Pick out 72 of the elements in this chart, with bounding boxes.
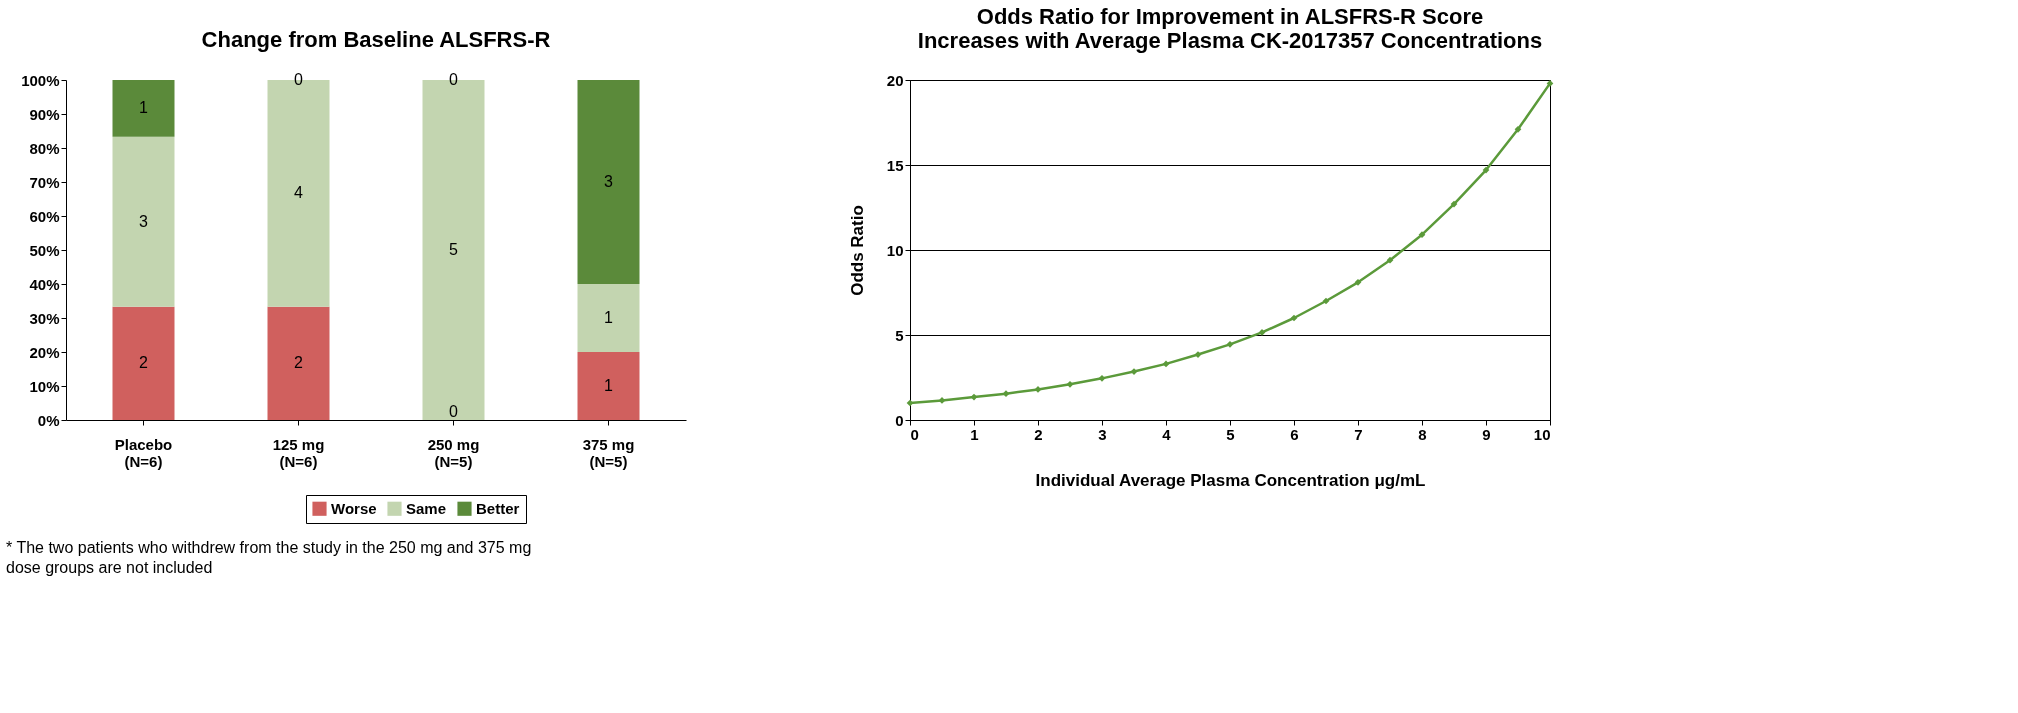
y-axis-title: Odds Ratio — [847, 205, 867, 296]
y-tick-label: 20% — [29, 343, 60, 361]
bar — [112, 136, 175, 307]
text: * The two patients who withdrew from the study in the 250 mg and 375 mg dose groups are not included — [6, 539, 532, 576]
x-tick-label: 0 — [910, 425, 919, 443]
point — [1482, 166, 1490, 174]
y-tick-label: 0 — [895, 411, 904, 429]
x-tick-label: 8 — [1418, 425, 1427, 443]
x-tick-label: 7 — [1354, 425, 1363, 443]
point — [1098, 375, 1106, 382]
y-tick-label: 10 — [886, 241, 904, 259]
y-tick-label: 0% — [37, 411, 60, 429]
x-tick-label: 3 — [1098, 425, 1107, 443]
y-tick-label: 10% — [29, 377, 60, 395]
point — [1290, 314, 1298, 322]
annotation: 1 — [604, 377, 614, 394]
annotation: 0 — [449, 403, 459, 420]
y-tick-label: 60% — [29, 207, 60, 225]
annotation: 0 — [294, 71, 304, 88]
x-tick-label: 9 — [1482, 425, 1491, 443]
x-tick-label: 375 mg (N=5) — [582, 435, 635, 470]
x-tick-label: 10 — [1533, 425, 1551, 443]
annotation: 0 — [449, 71, 459, 88]
y-tick-label: 30% — [29, 309, 60, 327]
point — [1450, 200, 1458, 208]
x-tick-label: 1 — [970, 425, 979, 443]
annotation: 1 — [139, 99, 149, 117]
point — [1386, 256, 1394, 264]
x-tick-label: Placebo (N=6) — [114, 435, 173, 470]
annotation: 3 — [139, 212, 149, 230]
legend-label: Same — [406, 499, 447, 517]
point — [970, 393, 978, 401]
point — [906, 399, 914, 407]
x-tick-label: 4 — [1162, 425, 1172, 443]
point — [1066, 380, 1074, 388]
point — [1322, 297, 1330, 305]
x-tick-label: 125 mg (N=6) — [272, 435, 325, 470]
y-tick-label: 50% — [29, 241, 60, 259]
annotation: 3 — [604, 173, 614, 190]
x-tick-label: 5 — [1226, 425, 1235, 443]
legend-label: Worse — [331, 499, 377, 517]
x-tick-label: 2 — [1034, 425, 1043, 443]
bar — [577, 80, 640, 284]
annotation: 1 — [604, 309, 614, 326]
y-tick-label: 70% — [29, 173, 60, 191]
y-tick-label: 80% — [29, 139, 60, 157]
legend-label: Better — [476, 499, 520, 517]
chart-title: Odds Ratio for Improvement in ALSFRS-R Score Increases with Average Plasma CK-2017357 Concentrations — [917, 4, 1543, 53]
point — [1226, 341, 1234, 348]
bar — [267, 306, 330, 420]
chart-title: Change from Baseline ALSFRS-R — [201, 27, 551, 52]
x-tick-label: 250 mg (N=5) — [427, 435, 480, 470]
annotation: 5 — [449, 241, 459, 258]
y-tick-label: 5 — [895, 326, 904, 344]
bar — [577, 352, 640, 420]
y-tick-label: 20 — [886, 71, 904, 89]
x-axis-title: Individual Average Plasma Concentration μg/mL — [1035, 470, 1426, 490]
x-tick-label: 6 — [1290, 425, 1299, 443]
y-tick-label: 40% — [29, 275, 60, 293]
bar — [577, 284, 640, 352]
point — [1418, 231, 1426, 239]
bar — [112, 306, 175, 420]
annotation: 4 — [294, 184, 304, 202]
y-tick-label: 100% — [21, 71, 60, 89]
bar — [112, 80, 175, 137]
y-tick-label: 90% — [29, 105, 60, 123]
point — [1514, 125, 1522, 133]
point — [1354, 278, 1362, 286]
annotation: 2 — [139, 354, 149, 372]
point — [1162, 360, 1170, 368]
annotation: 2 — [294, 354, 304, 372]
y-tick-label: 15 — [886, 156, 904, 174]
